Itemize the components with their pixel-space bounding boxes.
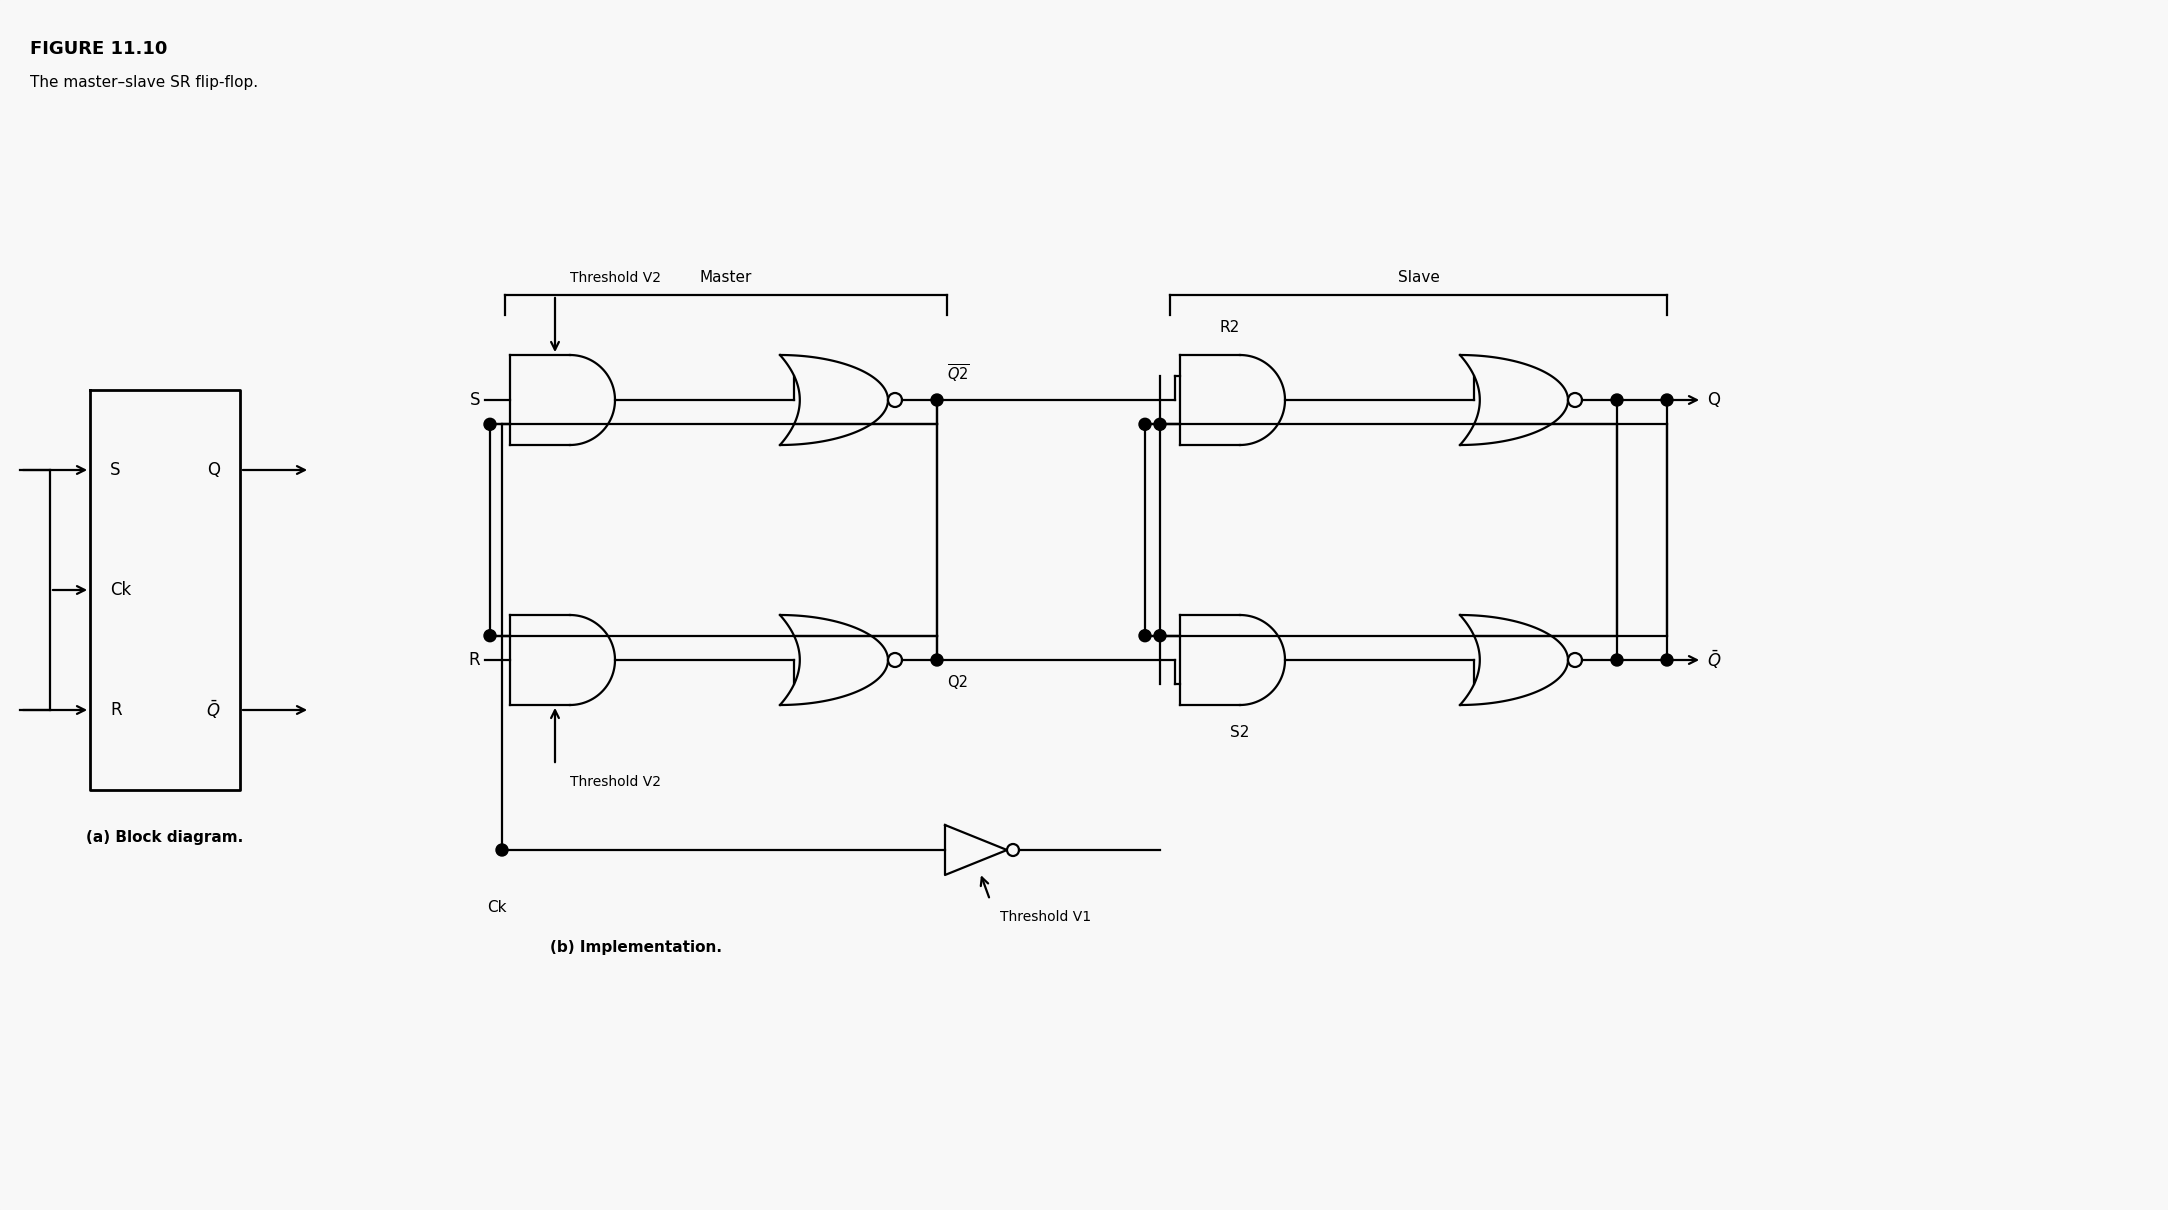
Text: Slave: Slave [1398, 270, 1440, 286]
Text: Master: Master [700, 270, 752, 286]
Text: $\bar{Q}$: $\bar{Q}$ [206, 699, 219, 721]
Circle shape [1006, 845, 1019, 855]
Text: Q: Q [1706, 391, 1719, 409]
Text: Threshold V2: Threshold V2 [570, 271, 661, 286]
Circle shape [1661, 653, 1674, 666]
Text: Threshold V1: Threshold V1 [999, 910, 1091, 924]
Text: R: R [468, 651, 479, 669]
Text: Q2: Q2 [947, 675, 967, 690]
Circle shape [483, 629, 496, 641]
Text: (b) Implementation.: (b) Implementation. [551, 940, 722, 955]
Text: $\bar{Q}$: $\bar{Q}$ [1706, 649, 1721, 672]
Circle shape [1153, 419, 1166, 431]
Circle shape [1567, 653, 1583, 667]
Polygon shape [780, 615, 889, 705]
Text: $\overline{Q2}$: $\overline{Q2}$ [947, 363, 969, 385]
Polygon shape [1459, 355, 1567, 445]
Text: Ck: Ck [488, 900, 507, 915]
Circle shape [1611, 394, 1624, 407]
Polygon shape [780, 355, 889, 445]
Polygon shape [509, 355, 616, 445]
Polygon shape [509, 615, 616, 705]
Text: Ck: Ck [111, 581, 132, 599]
Circle shape [930, 394, 943, 407]
Circle shape [496, 845, 507, 855]
Text: S2: S2 [1229, 725, 1249, 741]
Text: Q: Q [206, 461, 219, 479]
Circle shape [889, 653, 902, 667]
Circle shape [930, 653, 943, 666]
Circle shape [1138, 419, 1151, 431]
Circle shape [1611, 653, 1624, 666]
Text: R: R [111, 701, 121, 719]
Text: Threshold V2: Threshold V2 [570, 774, 661, 789]
Text: The master–slave SR flip-flop.: The master–slave SR flip-flop. [30, 75, 258, 90]
Text: (a) Block diagram.: (a) Block diagram. [87, 830, 243, 845]
Polygon shape [1179, 355, 1286, 445]
Polygon shape [1459, 615, 1567, 705]
Text: S: S [111, 461, 121, 479]
Circle shape [1661, 394, 1674, 407]
Polygon shape [1179, 615, 1286, 705]
Circle shape [1138, 629, 1151, 641]
Text: R2: R2 [1221, 319, 1240, 335]
Circle shape [483, 419, 496, 431]
Circle shape [1567, 393, 1583, 407]
Text: S: S [470, 391, 479, 409]
Text: FIGURE 11.10: FIGURE 11.10 [30, 40, 167, 58]
Circle shape [1153, 629, 1166, 641]
Polygon shape [945, 825, 1006, 875]
Circle shape [889, 393, 902, 407]
